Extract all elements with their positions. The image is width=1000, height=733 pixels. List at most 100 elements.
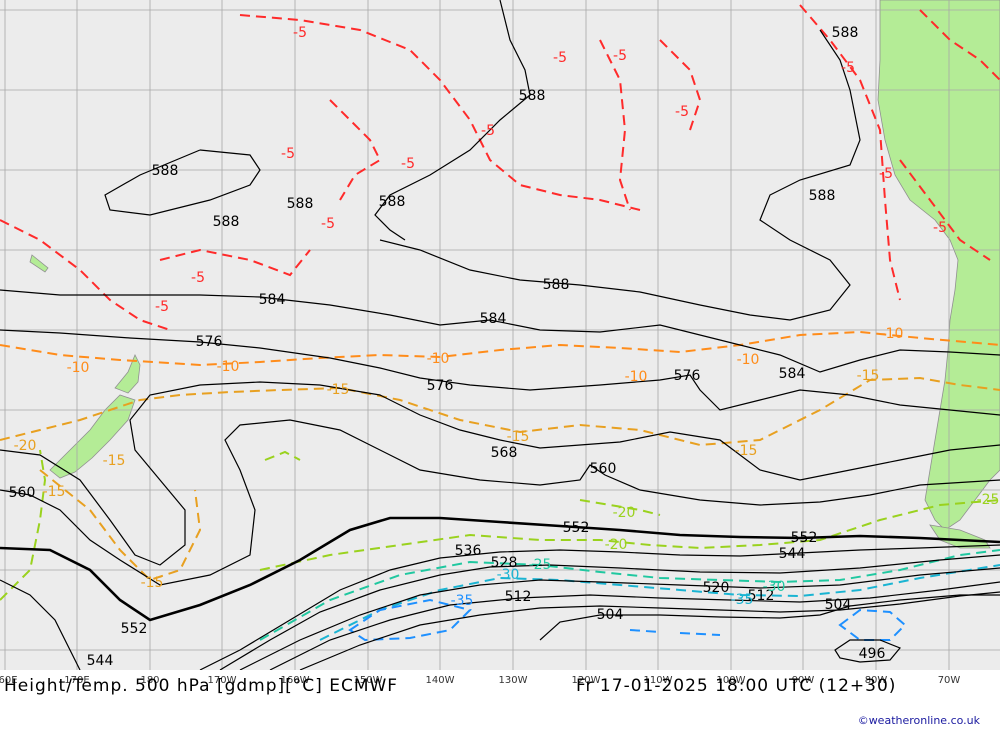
temp-label: -25 bbox=[977, 492, 1000, 508]
temp-contour-m10 bbox=[0, 330, 1000, 367]
height-label: 520 bbox=[703, 580, 730, 596]
lon-label: 100W bbox=[717, 675, 746, 686]
height-contour-552 bbox=[0, 516, 1000, 622]
height-labels: 588 588 588 588 588 588 588 588 584 584 … bbox=[9, 25, 886, 669]
map-footer bbox=[0, 670, 1000, 733]
temp-contour-m20-d bbox=[579, 499, 661, 516]
height-contour-568 bbox=[0, 381, 1000, 566]
height-contour-512 bbox=[299, 591, 1000, 670]
height-contour-560 bbox=[0, 419, 1000, 586]
temp-label: -5 bbox=[293, 25, 307, 41]
temperature-contours bbox=[0, 4, 1000, 642]
temp-label: -10 bbox=[737, 352, 760, 368]
temp-label: -10 bbox=[67, 360, 90, 376]
temp-label: -10 bbox=[881, 326, 904, 342]
height-label: 504 bbox=[825, 597, 852, 613]
temp-contour-m15-a bbox=[0, 376, 1000, 447]
temp-label: -5 bbox=[675, 104, 689, 120]
temperature-labels: -5 -5 -5 -5 -5 -5 -5 -5 -5 -5 -5 -5 -5 -… bbox=[14, 25, 1000, 609]
credit-link[interactable]: ©weatheronline.co.uk bbox=[857, 714, 980, 727]
temp-label: -5 bbox=[879, 166, 893, 182]
temp-label: -10 bbox=[625, 369, 648, 385]
height-label: 544 bbox=[779, 546, 806, 562]
temp-label: -5 bbox=[155, 299, 169, 315]
map-valid-time: Fr 17-01-2025 18:00 UTC (12+30) bbox=[576, 676, 897, 696]
height-contour-528 bbox=[239, 567, 1000, 670]
temp-label: -20 bbox=[605, 537, 628, 553]
height-label: 496 bbox=[859, 646, 886, 662]
temp-label: -5 bbox=[553, 50, 567, 66]
temp-label: -25 bbox=[529, 557, 552, 573]
lon-label: 130W bbox=[499, 675, 528, 686]
height-label: 528 bbox=[491, 555, 518, 571]
height-contour-588-north bbox=[374, 0, 531, 241]
temp-label: -35 bbox=[731, 592, 754, 608]
temp-label: -15 bbox=[507, 429, 530, 445]
height-label: 552 bbox=[791, 530, 818, 546]
height-label: 568 bbox=[491, 445, 518, 461]
temp-contour-m35-c bbox=[629, 629, 721, 636]
height-label: 552 bbox=[121, 621, 148, 637]
lon-label: 90W bbox=[792, 675, 815, 686]
height-label: 588 bbox=[379, 194, 406, 210]
height-label: 584 bbox=[259, 292, 286, 308]
temp-label: -35 bbox=[451, 593, 474, 609]
height-label: 588 bbox=[543, 277, 570, 293]
temp-label: -10 bbox=[217, 359, 240, 375]
temp-label: -5 bbox=[613, 48, 627, 64]
temp-label: -5 bbox=[321, 216, 335, 232]
height-label: 536 bbox=[455, 543, 482, 559]
height-label: 504 bbox=[597, 607, 624, 623]
height-label: 576 bbox=[427, 378, 454, 394]
temp-label: -15 bbox=[857, 368, 880, 384]
temp-label: -10 bbox=[427, 351, 450, 367]
height-contours bbox=[0, 0, 1000, 670]
height-contour-588-east bbox=[379, 29, 861, 321]
temp-contour-m20-b bbox=[259, 499, 1000, 571]
height-contour-576 bbox=[0, 329, 1000, 416]
height-label: 544 bbox=[87, 653, 114, 669]
temp-contour-m5-g bbox=[799, 4, 901, 301]
lat-lon-grid bbox=[0, 0, 1000, 670]
temp-label: -20 bbox=[613, 505, 636, 521]
height-label: 552 bbox=[563, 520, 590, 536]
temp-label: -30 bbox=[763, 579, 786, 595]
temp-contour-m25 bbox=[259, 549, 1000, 641]
temp-label: -30 bbox=[497, 567, 520, 583]
temp-contour-m5-f bbox=[659, 39, 702, 131]
height-label: 588 bbox=[809, 188, 836, 204]
temp-label: -5 bbox=[401, 156, 415, 172]
temp-label: -15 bbox=[103, 453, 126, 469]
ocean-background bbox=[0, 0, 1000, 670]
new-caledonia-land bbox=[29, 254, 49, 273]
lon-label: 110W bbox=[644, 675, 673, 686]
height-label: 512 bbox=[748, 588, 775, 604]
weather-map: 588 588 588 588 588 588 588 588 584 584 … bbox=[0, 0, 1000, 670]
lon-label: 170E bbox=[64, 675, 89, 686]
height-label: 576 bbox=[196, 334, 223, 350]
temp-contour-m15-b bbox=[39, 469, 202, 582]
temp-label: -15 bbox=[141, 575, 164, 591]
temp-label: -15 bbox=[327, 382, 350, 398]
temp-contour-m5-h bbox=[899, 159, 991, 261]
height-label: 584 bbox=[480, 311, 507, 327]
height-label: 576 bbox=[674, 368, 701, 384]
height-label: 588 bbox=[519, 88, 546, 104]
temp-contour-m20-c bbox=[264, 450, 301, 461]
temp-label: -15 bbox=[43, 484, 66, 500]
height-contour-504 bbox=[539, 594, 1000, 641]
temp-label: -15 bbox=[735, 443, 758, 459]
lon-label: 70W bbox=[938, 675, 961, 686]
lon-label: 180 bbox=[140, 675, 159, 686]
height-label: 512 bbox=[505, 589, 532, 605]
lon-label: 150W bbox=[354, 675, 383, 686]
map-title: Height/Temp. 500 hPa [gdmp][°C] ECMWF bbox=[4, 676, 399, 696]
temp-contour-m5-d bbox=[159, 248, 311, 277]
temp-label: -5 bbox=[933, 220, 947, 236]
temp-contour-m5-i bbox=[919, 9, 1000, 81]
temp-label: -5 bbox=[281, 146, 295, 162]
height-contour-496 bbox=[834, 639, 901, 663]
new-zealand-north-island bbox=[114, 354, 141, 394]
temp-label: -5 bbox=[841, 60, 855, 76]
lon-label: 140W bbox=[426, 675, 455, 686]
